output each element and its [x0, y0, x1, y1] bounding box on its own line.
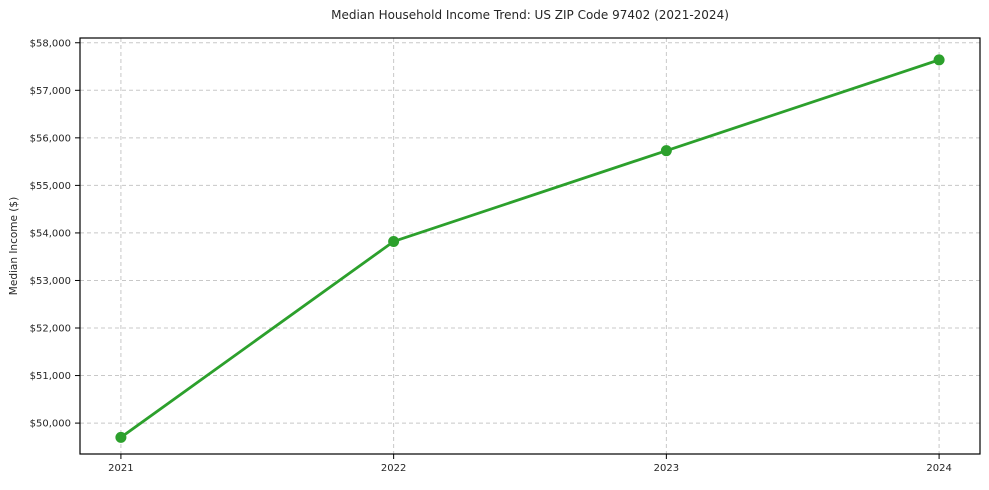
- x-tick-label: 2023: [654, 463, 679, 474]
- y-tick-label: $56,000: [30, 133, 71, 144]
- y-tick-label: $57,000: [30, 86, 71, 97]
- y-tick-label: $53,000: [30, 276, 71, 287]
- trend-line: [119, 58, 941, 439]
- chart-title: Median Household Income Trend: US ZIP Co…: [331, 8, 729, 22]
- y-tick-label: $58,000: [30, 38, 71, 49]
- y-tick-label: $54,000: [30, 228, 71, 239]
- data-point-marker: [660, 145, 672, 157]
- y-tick-label: $51,000: [30, 371, 71, 382]
- data-point-marker: [933, 54, 945, 66]
- y-tick-label: $52,000: [30, 324, 71, 335]
- x-tick-label: 2022: [381, 463, 406, 474]
- x-tick-label: 2024: [926, 463, 951, 474]
- data-point-marker: [388, 235, 400, 247]
- data-point-marker: [115, 431, 127, 443]
- plot-border: [79, 37, 981, 455]
- y-tick-label: $55,000: [30, 181, 71, 192]
- x-tick-label: 2021: [108, 463, 133, 474]
- y-tick-label: $50,000: [30, 419, 71, 430]
